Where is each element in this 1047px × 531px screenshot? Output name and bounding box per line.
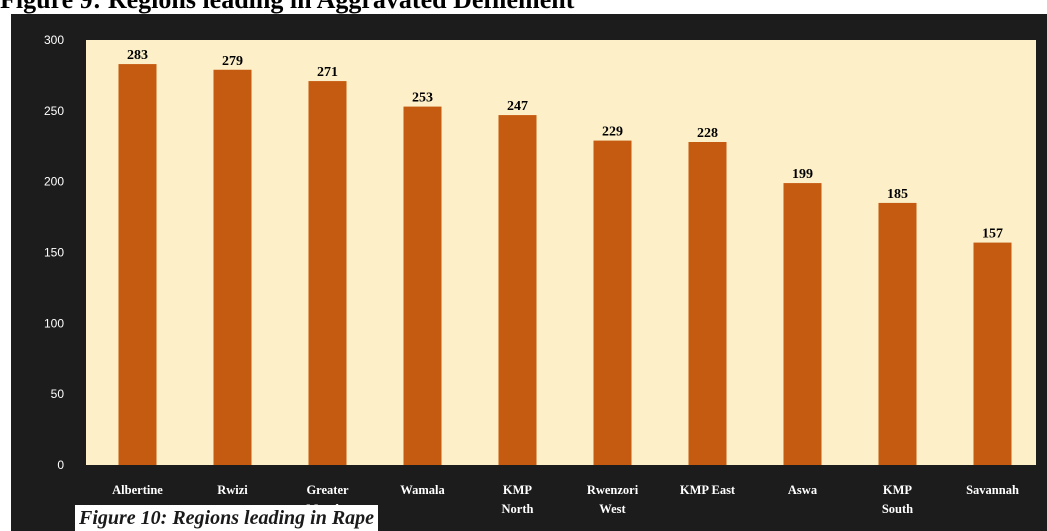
bar (308, 81, 347, 465)
bar (878, 202, 917, 465)
x-tick-label: Wamala (400, 483, 445, 497)
bar-value-label: 157 (982, 227, 1003, 242)
x-tick-label: KMP East (680, 483, 736, 497)
x-tick-label: Aswa (788, 483, 818, 497)
y-tick-label: 250 (44, 104, 64, 118)
x-tick-label: KMP (883, 483, 913, 497)
x-tick-label: North (502, 502, 534, 516)
bar-value-label: 283 (127, 48, 148, 63)
bar-value-label: 228 (697, 126, 718, 141)
y-tick-label: 100 (44, 316, 64, 330)
x-tick-label: KMP (503, 483, 533, 497)
bar (403, 106, 442, 465)
x-tick-label: Savannah (966, 483, 1019, 497)
y-tick-label: 0 (57, 458, 64, 472)
x-tick-label: Rwizi (217, 483, 248, 497)
bar-value-label: 247 (507, 99, 528, 114)
bar (593, 140, 632, 466)
bar-value-label: 271 (317, 65, 338, 80)
y-tick-label: 300 (44, 33, 64, 47)
figure-caption: Figure 10: Regions leading in Rape (75, 505, 379, 531)
bar-value-label: 199 (792, 167, 813, 182)
bar-value-label: 185 (887, 187, 908, 202)
bar (118, 64, 157, 465)
x-tick-label: Rwenzori (587, 483, 639, 497)
previous-figure-caption: Figure 9: Regions leading in Aggravated … (0, 0, 574, 17)
y-tick-label: 50 (51, 387, 65, 401)
bar (783, 183, 822, 466)
bar (498, 115, 537, 465)
x-tick-label: West (599, 502, 626, 516)
bar (973, 242, 1012, 465)
x-tick-label: Greater (306, 483, 349, 497)
bar (688, 142, 727, 465)
x-tick-label: South (882, 502, 913, 516)
x-tick-label: Albertine (112, 483, 163, 497)
bar-value-label: 279 (222, 54, 243, 69)
y-tick-label: 200 (44, 175, 64, 189)
y-tick-label: 150 (44, 246, 64, 260)
bar (213, 69, 252, 465)
bar-value-label: 229 (602, 125, 623, 140)
bar-value-label: 253 (412, 91, 433, 106)
